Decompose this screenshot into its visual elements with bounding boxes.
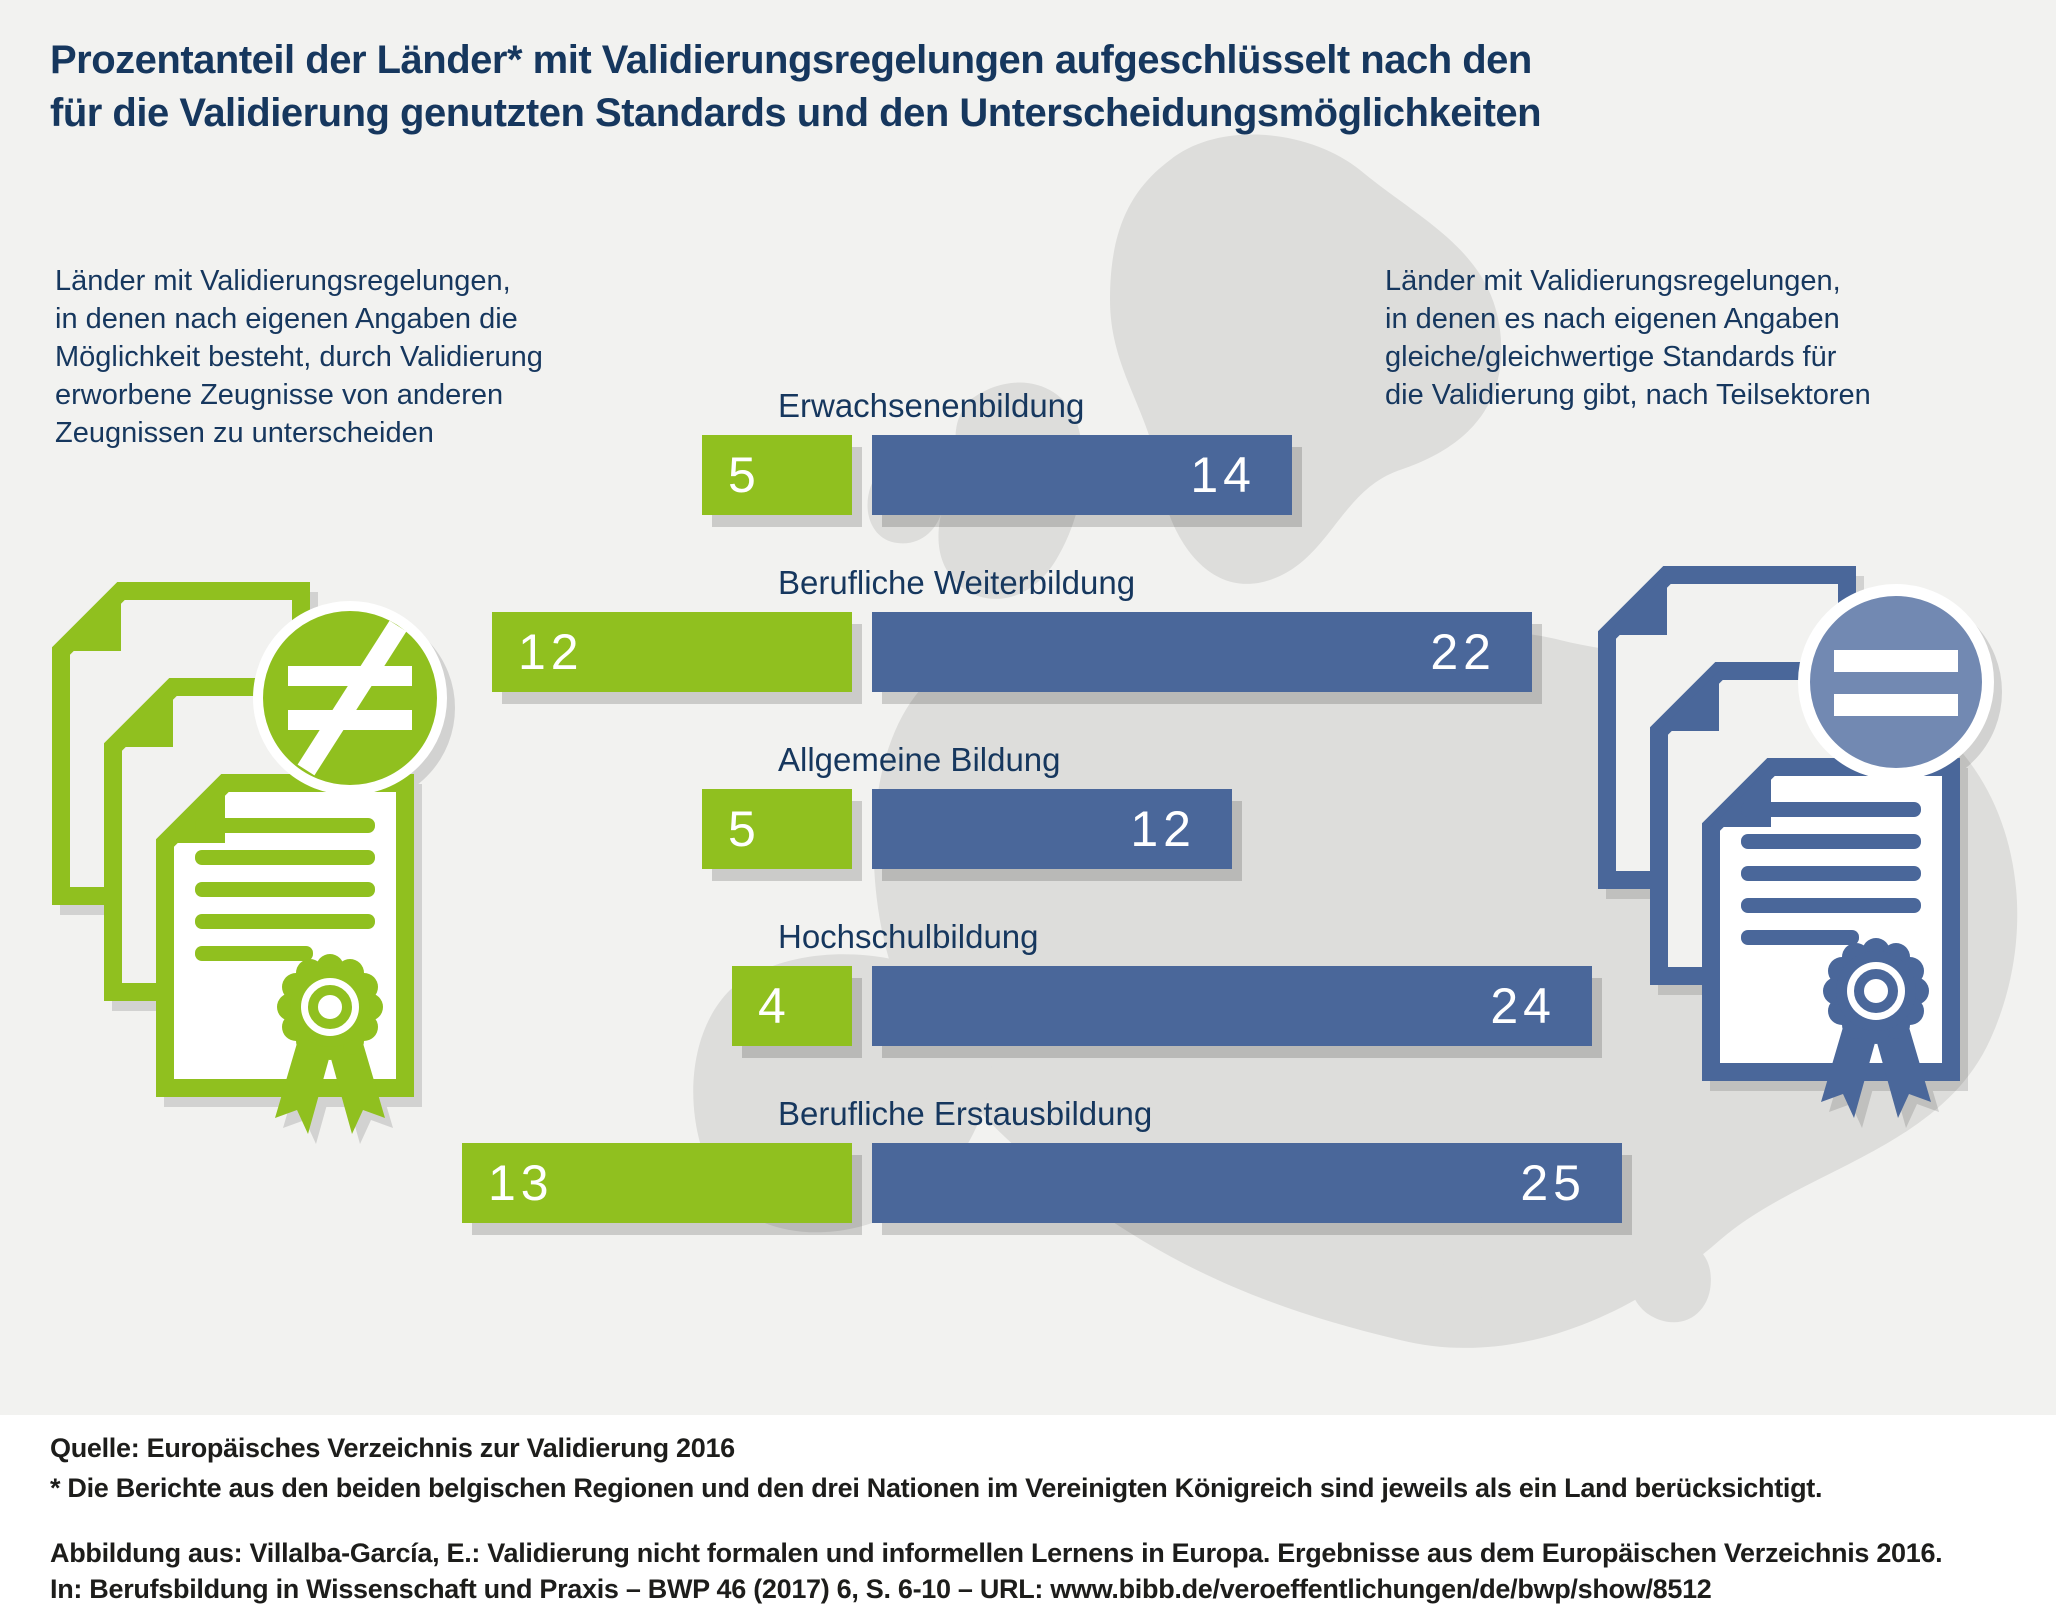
certificate-seal <box>275 954 385 1134</box>
category-label: Berufliche Weiterbildung <box>778 564 1136 601</box>
bar-blue: 25 <box>872 1143 1622 1223</box>
page-title: Prozentanteil der Länder* mit Validierun… <box>50 38 1542 135</box>
certificate-text-lines <box>1741 802 1921 945</box>
fold-corner <box>1659 671 1719 731</box>
asterisk-note: * Die Berichte aus den beiden belgischen… <box>50 1473 1823 1503</box>
bar-value: 5 <box>728 447 761 503</box>
legend-note-green: Länder mit Validierungsregelungen, in de… <box>55 265 543 449</box>
category-label: Allgemeine Bildung <box>778 741 1061 778</box>
fold-corner <box>61 591 121 651</box>
category-label: Erwachsenenbildung <box>778 387 1085 424</box>
bar-chart: Erwachsenenbildung 5 14 Berufliche Weiterbi… <box>462 387 1622 1223</box>
bar-green: 5 <box>702 435 852 515</box>
equal-badge <box>1798 584 1994 780</box>
bar-value: 12 <box>1130 801 1196 857</box>
bar-blue: 24 <box>872 966 1592 1046</box>
bar-green: 13 <box>462 1143 852 1223</box>
bar-value: 4 <box>758 978 791 1034</box>
source-text: Quelle: Europäisches Verzeichnis zur Val… <box>50 1433 735 1463</box>
bar-value: 14 <box>1190 447 1256 503</box>
category-label: Berufliche Erstausbildung <box>778 1095 1153 1132</box>
bar-value: 24 <box>1490 978 1556 1034</box>
bar-blue: 22 <box>872 612 1532 692</box>
bar-value: 25 <box>1520 1155 1586 1211</box>
certificate-text-lines <box>195 818 375 961</box>
attribution-text: Abbildung aus: Villalba-García, E.: Vali… <box>50 1538 1943 1604</box>
certificates-equal-icon <box>1598 566 1994 1118</box>
bar-green: 4 <box>732 966 852 1046</box>
bar-green: 5 <box>702 789 852 869</box>
bar-value: 5 <box>728 801 761 857</box>
fold-corner <box>113 687 173 747</box>
certificate-seal <box>1821 938 1931 1118</box>
certificates-not-equal-icon <box>52 582 447 1134</box>
fold-corner <box>1607 575 1667 635</box>
bar-value: 13 <box>488 1155 554 1211</box>
not-equal-badge <box>253 601 447 795</box>
bar-value: 22 <box>1430 624 1496 680</box>
bar-blue: 14 <box>872 435 1292 515</box>
bar-green: 12 <box>492 612 852 692</box>
legend-note-blue: Länder mit Validierungsregelungen, in de… <box>1385 265 1871 411</box>
category-label: Hochschulbildung <box>778 918 1039 955</box>
footer: Quelle: Europäisches Verzeichnis zur Val… <box>0 1415 2056 1623</box>
bar-value: 12 <box>518 624 584 680</box>
bar-blue: 12 <box>872 789 1232 869</box>
